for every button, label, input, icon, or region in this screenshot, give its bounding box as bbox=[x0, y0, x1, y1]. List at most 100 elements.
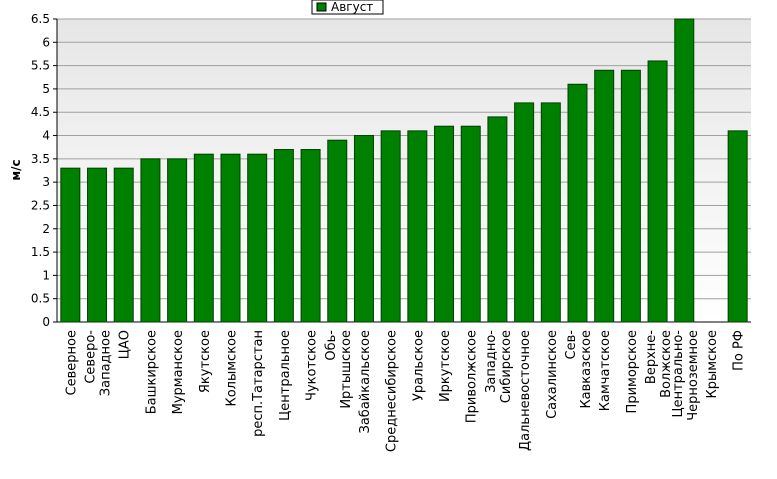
x-tick-label: По РФ bbox=[732, 330, 747, 371]
x-tick-label-line: Среднесибирское bbox=[385, 330, 400, 452]
x-tick-label: Центрально-Черноземное bbox=[671, 330, 701, 421]
x-tick-label: ЦАО bbox=[118, 330, 133, 359]
y-tick-label: 6.5 bbox=[31, 12, 50, 26]
x-tick-label-line: Северо- bbox=[84, 330, 99, 384]
bar bbox=[193, 153, 214, 323]
x-tick-label-line: По РФ bbox=[732, 330, 747, 371]
bar bbox=[113, 167, 134, 323]
y-tick-label: 0.5 bbox=[31, 292, 50, 306]
x-tick-label-line: Башкирское bbox=[144, 330, 159, 414]
x-tick-label-line: Камчатское bbox=[598, 330, 613, 411]
legend-box bbox=[311, 0, 384, 15]
bar bbox=[273, 149, 294, 323]
bar bbox=[460, 125, 481, 323]
x-tick-label-line: Сибирское bbox=[499, 330, 514, 403]
bar bbox=[434, 125, 455, 323]
x-tick-label: Западно-Сибирское bbox=[484, 330, 514, 404]
x-tick-label-line: Уральское bbox=[411, 330, 426, 401]
bar bbox=[247, 153, 268, 323]
x-tick-label-line: Волжское bbox=[659, 330, 674, 398]
x-tick-label-line: Мурманское bbox=[171, 330, 186, 414]
bar bbox=[407, 130, 428, 323]
x-tick-label-line: Приволжское bbox=[465, 330, 480, 423]
y-tick-label: 5 bbox=[42, 82, 50, 96]
bar bbox=[540, 102, 561, 323]
x-tick-label-line: Колымское bbox=[225, 330, 240, 407]
y-tick-label: 4.5 bbox=[31, 105, 50, 119]
legend-label: Август bbox=[331, 0, 373, 14]
x-tick-label: Иркутское bbox=[438, 330, 453, 402]
x-tick-label-line: Забайкальское bbox=[358, 330, 373, 433]
bar bbox=[167, 158, 188, 323]
bar bbox=[594, 69, 615, 323]
x-tick-label-line: респ.Татарстан bbox=[251, 330, 266, 437]
x-tick-label: Дальневосточное bbox=[518, 330, 533, 451]
x-tick-label: Обь-Иртышское bbox=[324, 330, 354, 409]
bar bbox=[674, 18, 695, 323]
y-tick-label: 5.5 bbox=[31, 59, 50, 73]
x-tick-label-line: Кавказское bbox=[579, 330, 594, 409]
y-tick-label: 6 bbox=[42, 35, 50, 49]
x-tick-label-line: Чукотское bbox=[305, 330, 320, 401]
y-tick-label: 1.5 bbox=[31, 245, 50, 259]
plot-area bbox=[57, 19, 751, 322]
x-tick-label-line: Черноземное bbox=[686, 330, 701, 421]
x-tick-label: Приморское bbox=[625, 330, 640, 413]
x-tick-label: Камчатское bbox=[598, 330, 613, 411]
x-tick-label: респ.Татарстан bbox=[251, 330, 266, 437]
x-tick-label: Северное bbox=[64, 330, 79, 395]
y-tick-label: 0 bbox=[42, 315, 50, 329]
x-tick-label-line: Иртышское bbox=[339, 330, 354, 409]
x-tick-label: Центральное bbox=[278, 330, 293, 421]
x-tick-label: Башкирское bbox=[144, 330, 159, 414]
x-tick-label-line: Иркутское bbox=[438, 330, 453, 402]
x-tick-label-line: Сев- bbox=[564, 330, 579, 360]
x-tick-label-line: Западное bbox=[99, 330, 114, 396]
bar bbox=[87, 167, 108, 323]
bar bbox=[487, 116, 508, 323]
bar bbox=[140, 158, 161, 323]
x-tick-label: Уральское bbox=[411, 330, 426, 401]
x-tick-label: Среднесибирское bbox=[385, 330, 400, 452]
y-tick-label: 2 bbox=[42, 222, 50, 236]
bar bbox=[300, 149, 321, 323]
x-tick-label-line: Верхне- bbox=[644, 330, 659, 384]
x-tick-label-line: Центральное bbox=[278, 330, 293, 421]
x-tick-label-line: Северное bbox=[64, 330, 79, 395]
bar bbox=[727, 130, 748, 323]
x-tick-label: Сахалинское bbox=[545, 330, 560, 419]
bar bbox=[380, 130, 401, 323]
y-tick-label: 3 bbox=[42, 175, 50, 189]
x-tick-label: Мурманское bbox=[171, 330, 186, 414]
y-tick-label: 1 bbox=[42, 268, 50, 282]
y-tick-label: 4 bbox=[42, 129, 50, 143]
x-tick-label: Северо-Западное bbox=[84, 330, 114, 397]
bar bbox=[647, 60, 668, 323]
bar bbox=[327, 139, 348, 323]
x-tick-label-line: ЦАО bbox=[118, 330, 133, 359]
bar bbox=[60, 167, 81, 323]
x-tick-label-line: Якутское bbox=[198, 330, 213, 393]
y-tick-label: 2.5 bbox=[31, 198, 50, 212]
bar bbox=[567, 83, 588, 323]
x-tick-label: Якутское bbox=[198, 330, 213, 393]
x-tick-label-line: Западно- bbox=[484, 330, 499, 393]
bar bbox=[220, 153, 241, 323]
x-tick-label: Колымское bbox=[225, 330, 240, 407]
x-tick-label: Приволжское bbox=[465, 330, 480, 423]
x-tick-label-line: Обь- bbox=[324, 330, 339, 361]
x-tick-label-line: Дальневосточное bbox=[518, 330, 533, 451]
x-tick-label: Забайкальское bbox=[358, 330, 373, 433]
x-tick-label: Чукотское bbox=[305, 330, 320, 401]
legend-swatch bbox=[316, 2, 327, 12]
bar bbox=[514, 102, 535, 323]
bar bbox=[620, 69, 641, 323]
x-tick-label: Верхне-Волжское bbox=[644, 330, 674, 398]
x-tick-label-line: Приморское bbox=[625, 330, 640, 413]
x-tick-label-line: Центрально- bbox=[671, 330, 686, 418]
x-tick-label: Сев-Кавказское bbox=[564, 330, 594, 409]
x-tick-label-line: Крымское bbox=[705, 330, 720, 399]
y-tick-label: 3.5 bbox=[31, 152, 50, 166]
y-axis-label: м/с bbox=[9, 159, 23, 180]
